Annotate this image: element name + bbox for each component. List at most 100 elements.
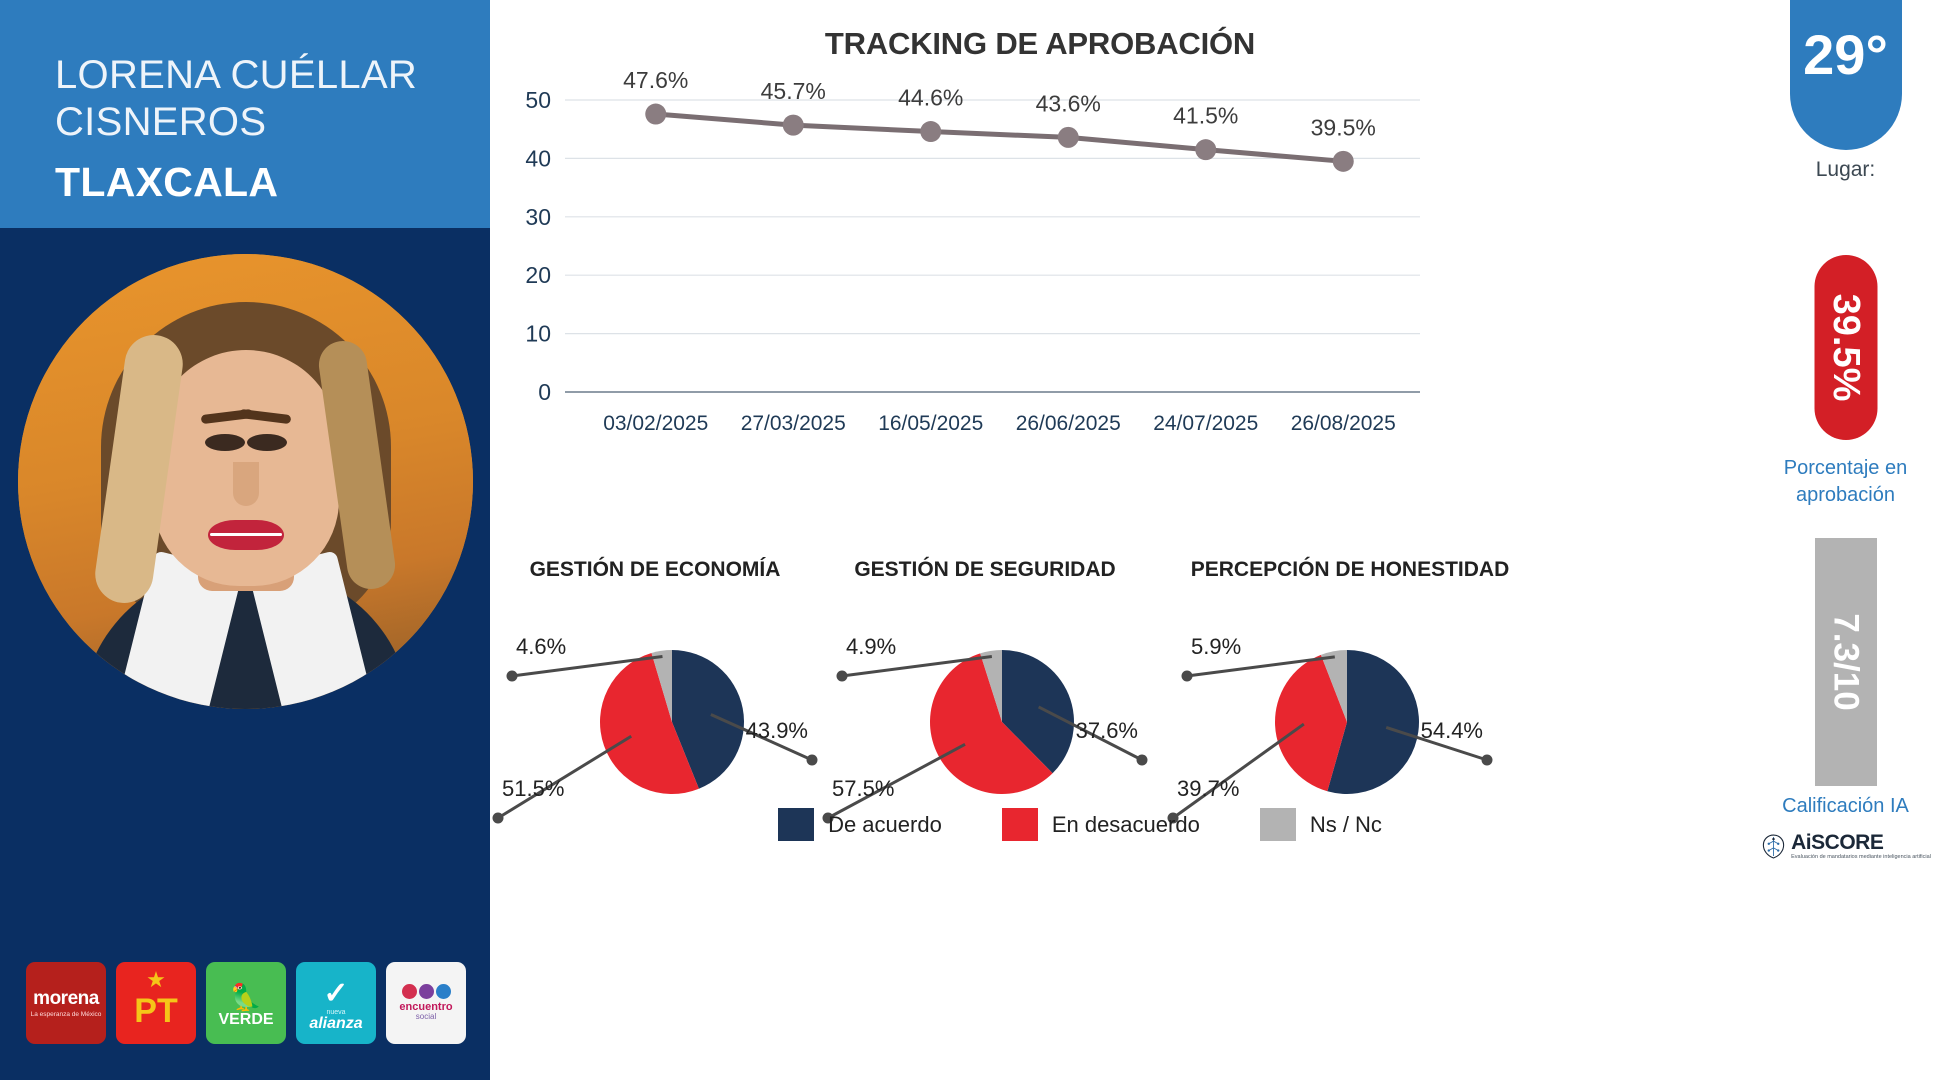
pie-leader-line (1037, 705, 1143, 762)
party-logo-verde: 🦜 VERDE (206, 962, 286, 1044)
approval-caption: Porcentaje en aprobación (1750, 455, 1941, 509)
pie-slice (1275, 654, 1347, 792)
pie-leader-dot (822, 812, 834, 824)
party-logo-encuentro-social: encuentro social (386, 962, 466, 1044)
pie-slice-label: 57.5% (832, 776, 894, 801)
pie-chart-honestidad: 54.4% 39.7% 5.9% (1165, 620, 1495, 840)
legend-item-ns-nc: Ns / Nc (1259, 808, 1382, 841)
pie-leader-dot (806, 754, 818, 766)
pie-leader-line (827, 743, 966, 820)
legend-item-de-acuerdo: De acuerdo (778, 808, 942, 841)
aiscore-logo-score: SCORE (1811, 831, 1884, 854)
pie-slice-label: 4.6% (516, 634, 566, 659)
y-axis-tick-label: 10 (525, 321, 551, 347)
pie-leader-line (511, 654, 663, 678)
pie-slice-label: 39.7% (1177, 776, 1239, 801)
pie-chart-economia: 43.9% 51.5% 4.6% (490, 620, 820, 840)
x-axis-tick-label: 26/06/2025 (1016, 412, 1121, 435)
pie-chart-svg: 54.4% 39.7% 5.9% (1167, 634, 1493, 824)
pie-slice (599, 652, 699, 795)
star-icon: ★ (146, 967, 166, 992)
pie-slice (651, 650, 672, 722)
data-point-marker (1057, 126, 1079, 148)
pie-slice (1320, 650, 1347, 722)
portrait-eye-right (246, 434, 287, 451)
data-point-marker (645, 103, 667, 125)
rank-caption: Lugar: (1815, 158, 1876, 181)
pie-title-honestidad: PERCEPCIÓN DE HONESTIDAD (1190, 558, 1510, 581)
aiscore-logo-tagline: Evaluación de mandatarios mediante intel… (1791, 854, 1931, 860)
pie-leader-dot (1167, 812, 1179, 824)
brain-circuit-icon (1762, 834, 1785, 859)
pie-slice-label: 37.6% (1076, 718, 1138, 743)
data-point-label: 39.5% (1311, 114, 1376, 140)
rank-value: 29° (1803, 22, 1888, 86)
pie-title-seguridad: GESTIÓN DE SEGURIDAD (854, 558, 1116, 581)
pie-slice (1327, 650, 1419, 794)
party-logo-encuentro-label: encuentro (399, 1001, 453, 1014)
data-point-marker (920, 121, 942, 143)
party-logo-verde-label: VERDE (218, 1011, 274, 1028)
party-logos: morena La esperanza de México ★ PT 🦜 VER… (26, 962, 466, 1044)
x-axis-tick-label: 24/07/2025 (1153, 412, 1258, 435)
portrait-brow-right (238, 408, 291, 425)
portrait-nose (232, 462, 259, 506)
x-axis-tick-label: 27/03/2025 (741, 412, 846, 435)
party-logo-alianza-sublabel: nueva (326, 1008, 346, 1016)
pie-chart-svg: 43.9% 51.5% 4.6% (492, 634, 818, 824)
line-chart-svg: 0 10 20 30 40 50 47.6% 03/02/2025 45.7% 27/03/202… (525, 67, 1420, 435)
pie-slice (930, 653, 1053, 794)
ai-score-value: 7.3/10 (1826, 613, 1866, 711)
data-point-label: 47.6% (623, 72, 688, 93)
legend-item-en-desacuerdo: En desacuerdo (1001, 808, 1200, 841)
legend-label-ns-nc: Ns / Nc (1309, 811, 1382, 837)
aiscore-logo-ai: Ai (1791, 831, 1812, 854)
portrait-face (152, 350, 339, 586)
pie-leader-line (1172, 722, 1305, 820)
line-chart-title: TRACKING DE APROBACIÓN (824, 26, 1256, 61)
pie-slice-label: 43.9% (746, 718, 808, 743)
party-logo-morena: morena La esperanza de México (26, 962, 106, 1044)
pie-leader-line (1186, 655, 1335, 678)
y-axis-tick-label: 0 (538, 379, 551, 405)
y-axis-tick-label: 30 (525, 204, 551, 230)
party-logo-pt-label: PT (134, 992, 178, 1030)
data-point-marker (782, 114, 804, 136)
portrait-teeth (209, 533, 282, 536)
party-logo-pt: ★ PT (116, 962, 196, 1044)
pie-slice-label: 51.5% (502, 776, 564, 801)
portrait-eye-left (204, 434, 245, 451)
ai-score-caption: Calificación IA (1782, 795, 1909, 817)
main-content: TRACKING DE APROBACIÓN 0 10 20 30 40 50 47.6% 0… (490, 0, 1750, 1080)
pie-leader-dot (1481, 754, 1493, 766)
pie-slice (980, 650, 1002, 722)
party-logo-alianza-label: alianza (309, 1014, 363, 1032)
score-sidebar: 29° Lugar: 39.5% Porcentaje en aprobació… (1750, 0, 1941, 1080)
pie-leader-dot (506, 670, 518, 682)
party-logo-morena-tagline: La esperanza de México (30, 1010, 102, 1018)
y-axis-tick-label: 50 (525, 87, 551, 113)
legend-label-de-acuerdo: De acuerdo (828, 811, 942, 837)
x-axis-tick-label: 26/08/2025 (1291, 412, 1396, 435)
pie-legend: De acuerdo En desacuerdo Ns / Nc (490, 808, 1670, 841)
toucan-icon: 🦜 (229, 982, 263, 1012)
x-axis-tick-label: 16/05/2025 (878, 412, 983, 435)
approval-caption-line2: aprobación (1796, 484, 1895, 506)
x-axis-tick-label: 03/02/2025 (603, 412, 708, 435)
candidate-photo (18, 254, 473, 709)
legend-swatch-de-acuerdo (778, 808, 815, 841)
pie-leader-line (1385, 726, 1488, 762)
y-axis-tick-label: 20 (525, 262, 551, 288)
approval-caption-line1: Porcentaje en (1783, 457, 1908, 479)
candidate-name-line2: CISNEROS (55, 100, 267, 144)
legend-swatch-en-desacuerdo (1001, 808, 1038, 841)
data-point-label: 44.6% (898, 85, 963, 111)
legend-swatch-ns-nc (1259, 808, 1296, 841)
pie-slice (672, 650, 744, 789)
pie-leader-dot (492, 812, 504, 824)
aiscore-logo: Ai SCORE Evaluación de mandatarios media… (1756, 832, 1936, 861)
three-dots-icon (401, 984, 451, 1000)
pie-slice-label: 4.9% (846, 634, 896, 659)
y-axis-tick-label: 40 (525, 145, 551, 171)
approval-percentage-value: 39.5% (1825, 293, 1867, 402)
